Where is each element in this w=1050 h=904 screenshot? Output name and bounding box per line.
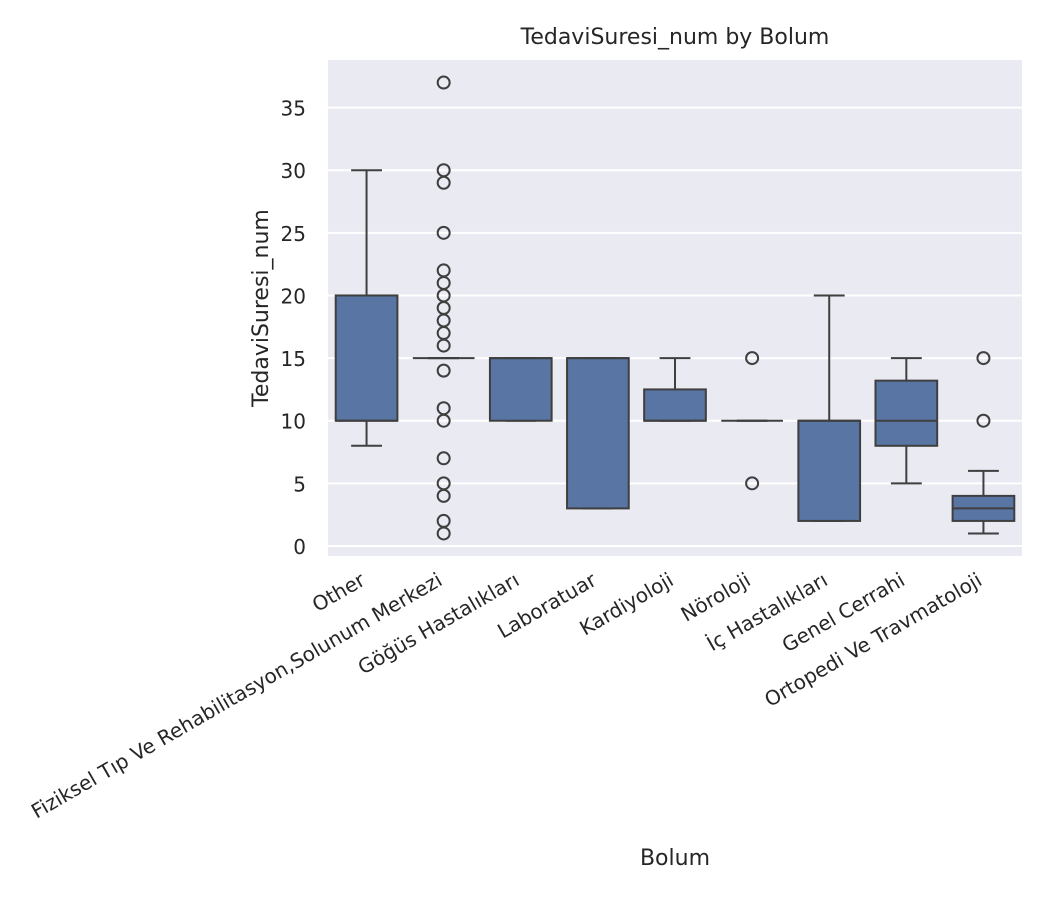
box-group bbox=[874, 357, 939, 485]
outlier-point bbox=[436, 75, 451, 90]
outlier-point bbox=[976, 413, 991, 428]
x-axis-label: Bolum bbox=[640, 846, 710, 871]
box-group bbox=[334, 169, 399, 447]
y-tick-label: 10 bbox=[281, 410, 306, 434]
box-group bbox=[797, 294, 862, 522]
boxes-layer bbox=[334, 75, 1016, 541]
outlier-point bbox=[436, 513, 451, 528]
outlier-point bbox=[436, 451, 451, 466]
box-iqr bbox=[566, 357, 630, 510]
y-tick-label: 15 bbox=[281, 347, 306, 371]
box-group bbox=[412, 75, 475, 541]
box-iqr bbox=[334, 294, 399, 422]
box-group bbox=[951, 351, 1016, 535]
outlier-point bbox=[436, 263, 451, 278]
box-iqr bbox=[488, 357, 553, 422]
y-tick-labels: 0 5 10 15 20 25 30 35 bbox=[281, 97, 306, 559]
x-tick-label: Fiziksel Tıp Ve Rehabilitasyon,Solunum M… bbox=[27, 568, 446, 824]
box-iqr bbox=[874, 379, 939, 447]
outlier-point bbox=[745, 476, 760, 491]
outlier-point bbox=[436, 476, 451, 491]
box-group bbox=[721, 351, 783, 491]
outlier-point bbox=[436, 225, 451, 240]
y-tick-label: 5 bbox=[293, 472, 306, 496]
y-tick-label: 30 bbox=[281, 159, 306, 183]
box-group bbox=[566, 357, 630, 510]
outlier-point bbox=[436, 163, 451, 178]
y-axis-label: TedaviSuresi_num bbox=[249, 209, 274, 408]
outlier-point bbox=[436, 363, 451, 378]
outlier-point bbox=[436, 401, 451, 416]
y-tick-label: 35 bbox=[281, 97, 306, 121]
outlier-point bbox=[976, 351, 991, 366]
box-group bbox=[488, 357, 553, 422]
chart-title: TedaviSuresi_num by Bolum bbox=[520, 25, 830, 50]
box-iqr bbox=[643, 388, 707, 422]
box-group bbox=[643, 357, 707, 422]
y-tick-label: 20 bbox=[281, 284, 306, 308]
plot-background bbox=[328, 60, 1022, 556]
y-tick-label: 0 bbox=[293, 535, 306, 559]
outlier-point bbox=[745, 351, 760, 366]
y-tick-label: 25 bbox=[281, 222, 306, 246]
box-iqr bbox=[797, 419, 862, 522]
